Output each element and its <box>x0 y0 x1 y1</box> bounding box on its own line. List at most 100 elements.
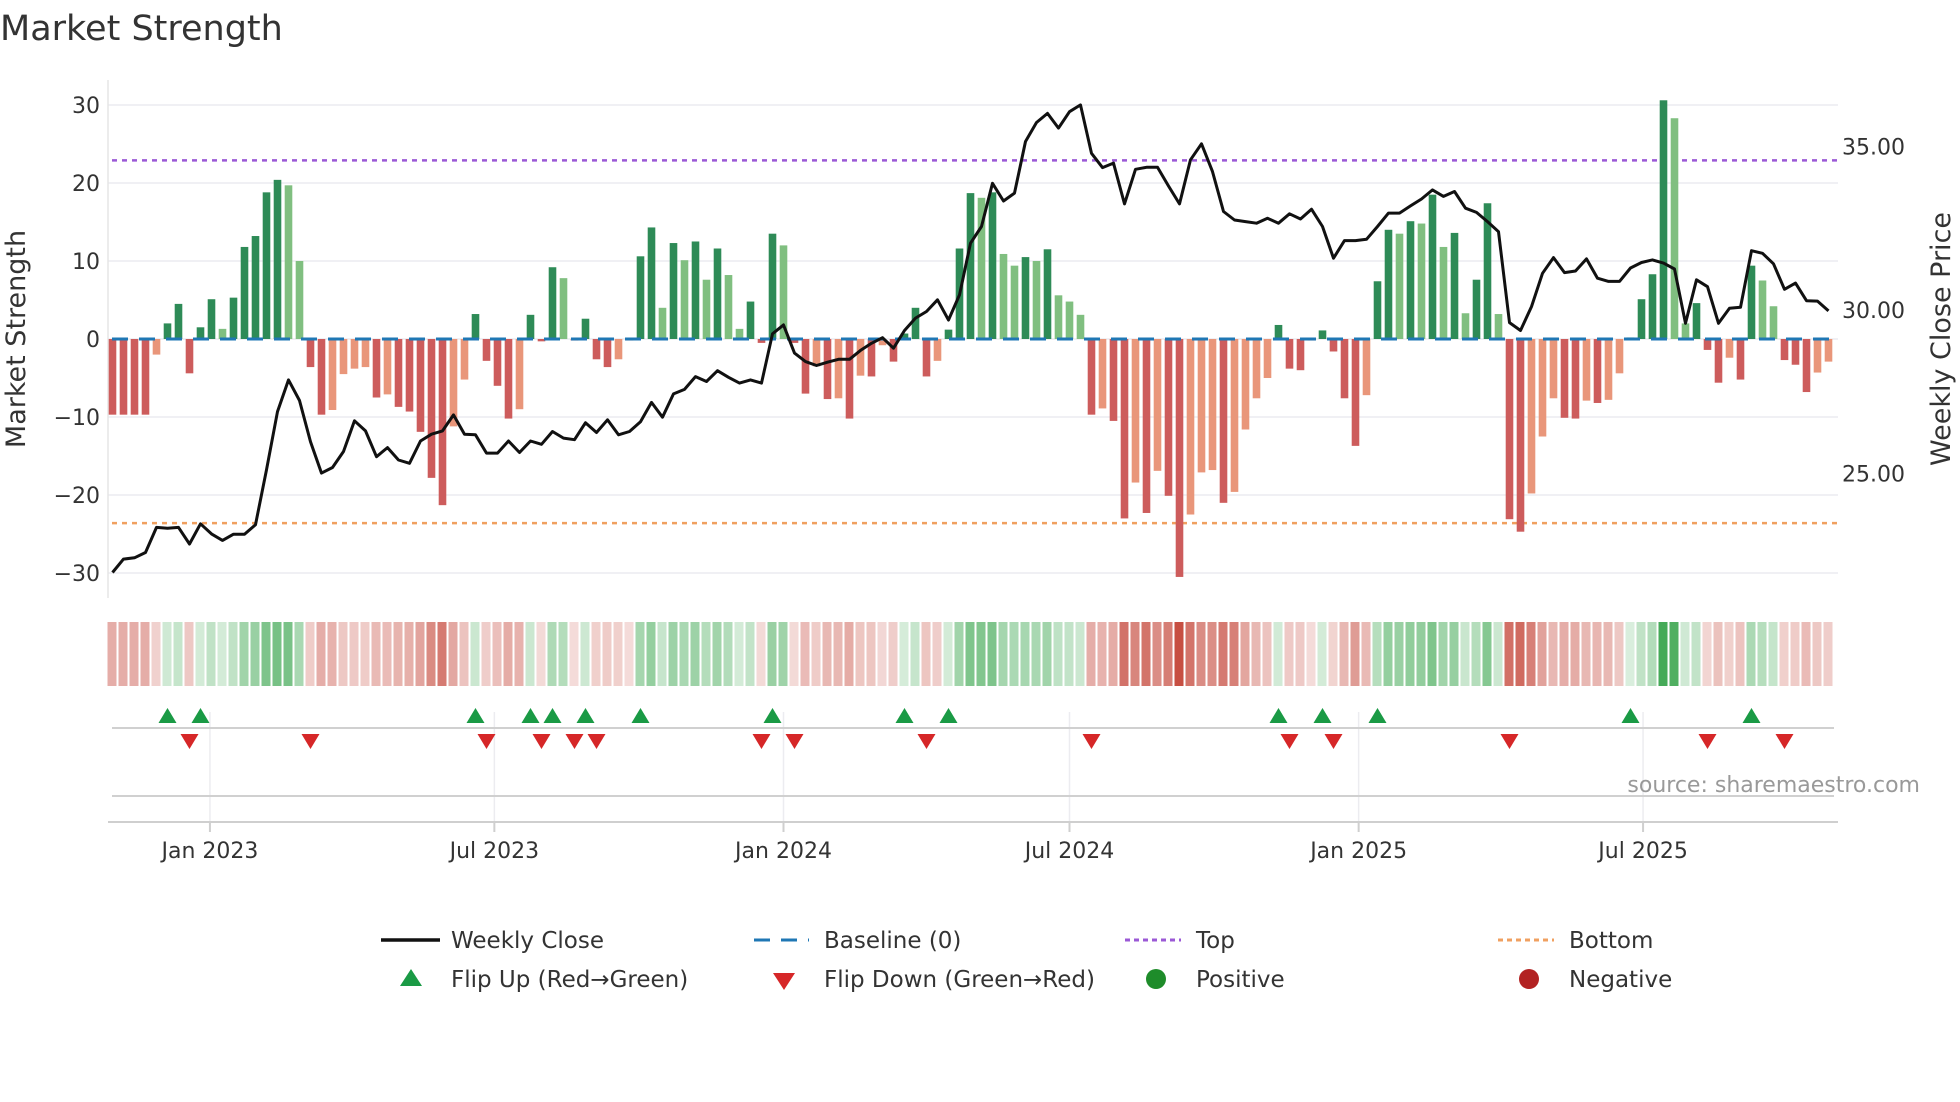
strength-bar <box>779 245 788 339</box>
strip-cell <box>1031 622 1041 686</box>
strength-bar <box>724 275 733 339</box>
strength-bar <box>1769 306 1778 339</box>
strip-cell <box>1152 622 1162 686</box>
strip-cell <box>1790 622 1800 686</box>
strip-cell <box>789 622 799 686</box>
x-tick-label: Jan 2023 <box>159 839 258 864</box>
strength-bar <box>1824 339 1833 362</box>
strength-bar <box>427 339 436 478</box>
flip-up-marker <box>763 708 782 723</box>
strength-bar <box>713 248 722 339</box>
strip-cell <box>1636 622 1646 686</box>
strip-cell <box>899 622 909 686</box>
strip-cell <box>426 622 436 686</box>
flip-up-marker <box>191 708 210 723</box>
strength-bar <box>1065 301 1074 339</box>
strength-bar <box>229 297 238 339</box>
strength-bar <box>1362 339 1371 396</box>
x-tick-label: Jan 2024 <box>733 839 832 864</box>
strength-bar <box>1032 260 1041 339</box>
strip-cell <box>954 622 964 686</box>
x-tick-label: Jan 2025 <box>1308 839 1407 864</box>
strip-cell <box>1548 622 1558 686</box>
strip-cell <box>173 622 183 686</box>
strength-bar <box>1681 323 1690 339</box>
strip-cell <box>459 622 469 686</box>
legend-label: Negative <box>1569 967 1672 993</box>
x-tick-label: Jul 2025 <box>1596 839 1688 864</box>
strip-cell <box>1504 622 1514 686</box>
strip-cell <box>1251 622 1261 686</box>
strength-bar <box>141 339 150 415</box>
strip-cell <box>1515 622 1525 686</box>
strip-cell <box>1273 622 1283 686</box>
legend-flip-up: Flip Up (Red→Green) <box>400 967 688 993</box>
strength-bar <box>306 339 315 368</box>
strip-cell <box>1009 622 1019 686</box>
chart-title: Market Strength <box>0 9 283 49</box>
strength-bar <box>185 339 194 374</box>
legend-label: Flip Up (Red→Green) <box>451 967 688 993</box>
strip-cell <box>1053 622 1063 686</box>
strength-bar <box>1340 339 1349 399</box>
strip-cell <box>195 622 205 686</box>
strip-cell <box>844 622 854 686</box>
strip-cell <box>976 622 986 686</box>
strip-cell <box>811 622 821 686</box>
strength-bar <box>1703 339 1712 350</box>
strip-cell <box>1075 622 1085 686</box>
flip-down-marker <box>477 734 496 749</box>
strength-bar <box>1582 339 1591 401</box>
strip-cell <box>1163 622 1173 686</box>
strip-cell <box>492 622 502 686</box>
legend: Weekly Close Baseline (0) Top Bottom Fli… <box>381 928 1672 993</box>
strength-bar <box>1120 339 1129 519</box>
y-tick-label: 20 <box>72 172 100 197</box>
strength-bar <box>1439 246 1448 339</box>
strength-bar <box>339 339 348 375</box>
strength-bar <box>108 339 117 415</box>
strip-cell <box>239 622 249 686</box>
strength-bar <box>1450 232 1459 339</box>
strip-cell <box>371 622 381 686</box>
strength-bar <box>1549 339 1558 399</box>
strength-bar <box>702 279 711 339</box>
strength-bar <box>1615 339 1624 374</box>
strength-bar <box>1791 339 1800 365</box>
strength-bar <box>526 314 535 339</box>
strip-cell <box>1427 622 1437 686</box>
x-tick-label: Jul 2023 <box>448 839 540 864</box>
strip-cell <box>602 622 612 686</box>
strip-cell <box>910 622 920 686</box>
strength-bar <box>1428 194 1437 339</box>
strength-bar <box>669 243 678 339</box>
flip-down-marker <box>1775 734 1794 749</box>
strip-cell <box>1174 622 1184 686</box>
strip-cell <box>1317 622 1327 686</box>
strength-bar <box>1758 280 1767 339</box>
strip-cell <box>1328 622 1338 686</box>
strip-cell <box>1449 622 1459 686</box>
strength-bar <box>1230 339 1239 492</box>
y-tick-label: 10 <box>72 250 100 275</box>
strength-bar <box>1164 339 1173 496</box>
strength-bar <box>1593 339 1602 403</box>
strip-cell <box>1350 622 1360 686</box>
strip-cell <box>932 622 942 686</box>
strength-bar <box>1538 339 1547 437</box>
strength-bar <box>471 314 480 339</box>
strength-bar <box>350 339 359 369</box>
strip-cell <box>338 622 348 686</box>
strength-bar <box>680 260 689 339</box>
strip-cell <box>1229 622 1239 686</box>
strip-cell <box>866 622 876 686</box>
strip-cell <box>1647 622 1657 686</box>
flip-down-marker <box>917 734 936 749</box>
strip-cell <box>1207 622 1217 686</box>
strength-bar <box>273 179 282 339</box>
strip-cell <box>558 622 568 686</box>
strength-bar <box>1692 303 1701 339</box>
strength-bar <box>1054 295 1063 339</box>
flip-down-marker <box>1698 734 1717 749</box>
strength-bar <box>1010 265 1019 339</box>
